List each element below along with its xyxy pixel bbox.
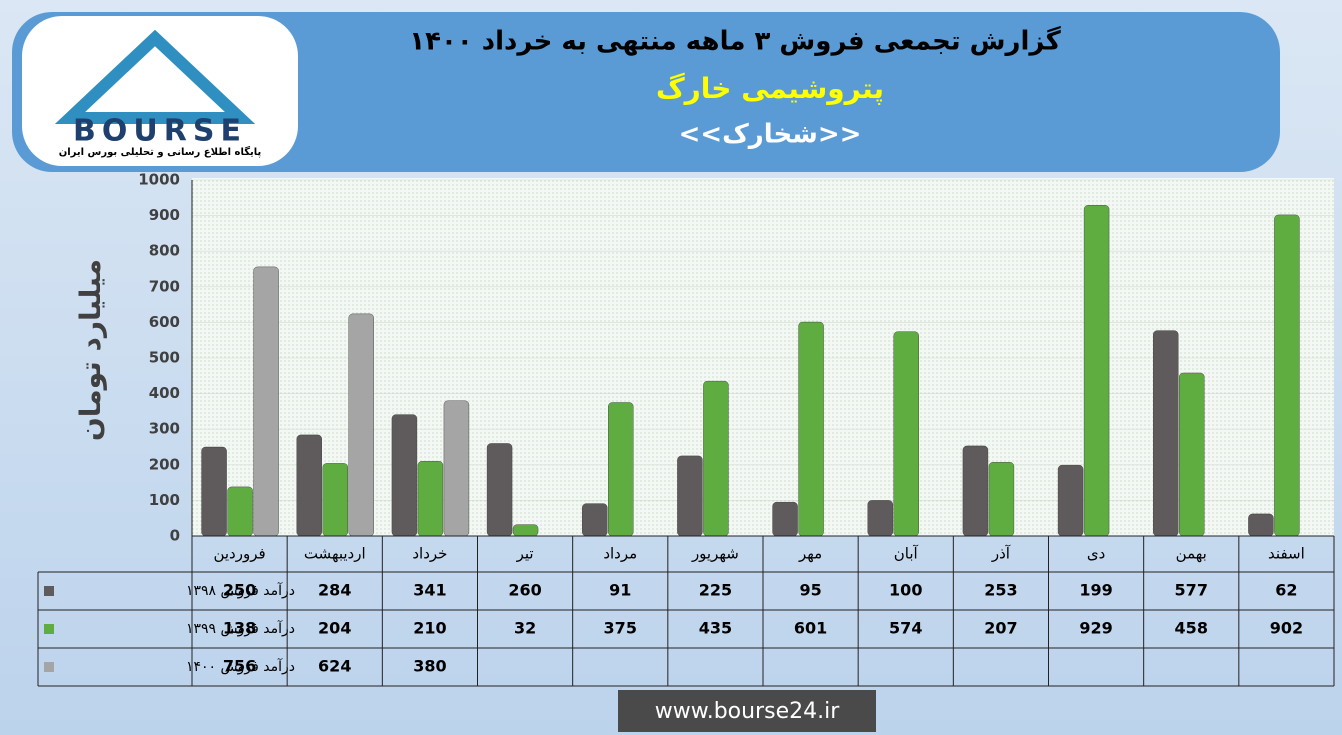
bar <box>512 524 539 537</box>
table-value: 375 <box>604 619 637 638</box>
table-value: 253 <box>984 581 1017 600</box>
x-tick-label: اسفند <box>1268 545 1305 563</box>
bar <box>988 462 1015 537</box>
x-tick-label: مهر <box>798 545 822 563</box>
bar <box>486 443 513 537</box>
x-tick-label: فروردین <box>213 545 265 563</box>
bar <box>703 380 729 537</box>
chart-symbol: <<شخارک>> <box>679 120 862 150</box>
table-value: 577 <box>1175 581 1208 600</box>
y-tick-label: 300 <box>149 420 180 438</box>
y-axis-title: میلیارد تومان <box>74 259 107 441</box>
bar <box>227 486 253 537</box>
table-value: 574 <box>889 619 922 638</box>
x-tick-label: دی <box>1087 545 1105 563</box>
bar <box>1153 330 1179 537</box>
table-value: 62 <box>1275 581 1297 600</box>
table-value: 100 <box>889 581 922 600</box>
logo-box <box>22 16 298 166</box>
table-value: 32 <box>514 619 536 638</box>
bar <box>1179 372 1205 537</box>
logo-shape <box>54 29 256 124</box>
y-tick-label: 0 <box>170 527 180 545</box>
bar <box>443 400 470 537</box>
x-tick-label: خرداد <box>412 545 447 563</box>
y-tick-label: 900 <box>149 206 180 224</box>
table-value: 204 <box>318 619 351 638</box>
y-tick-label: 500 <box>149 349 180 367</box>
table-value: 601 <box>794 619 827 638</box>
table-value: 458 <box>1175 619 1208 638</box>
footer-box <box>618 690 876 732</box>
legend-swatch <box>44 662 54 672</box>
x-tick-label: آبان <box>894 545 919 563</box>
bar <box>772 501 798 537</box>
y-tick-label: 1000 <box>138 171 180 189</box>
x-tick-label: مرداد <box>603 545 637 563</box>
bar <box>962 445 989 537</box>
table-value: 284 <box>318 581 351 600</box>
x-tick-label: شهریور <box>691 545 739 563</box>
y-tick-label: 200 <box>149 455 180 473</box>
legend-label: درآمد فروش ۱۳۹۸ <box>186 582 295 599</box>
table-value: 929 <box>1079 619 1112 638</box>
bar <box>253 266 279 537</box>
bar <box>608 402 634 537</box>
x-tick-label: بهمن <box>1176 545 1207 563</box>
header-band <box>12 12 1280 172</box>
y-tick-label: 700 <box>149 277 180 295</box>
bar <box>322 463 348 537</box>
chart-title: گزارش تجمعی فروش ۳ ماهه منتهی به خرداد ۱… <box>409 26 1061 57</box>
x-tick-label: اردیبهشت <box>304 545 366 563</box>
chart-subtitle: پتروشیمی خارگ <box>656 72 884 105</box>
bar <box>677 455 703 537</box>
bar <box>391 414 418 537</box>
bar <box>348 313 374 537</box>
table-value: 260 <box>508 581 541 600</box>
bar <box>582 503 608 537</box>
logo-subtitle: پایگاه اطلاع رسانی و تحلیلی بورس ایران <box>59 145 262 158</box>
x-tick-label: تیر <box>516 545 534 563</box>
bar <box>1083 205 1110 537</box>
table-value: 250 <box>223 581 256 600</box>
table-value: 380 <box>413 657 446 676</box>
bar <box>417 461 444 537</box>
table-value: 207 <box>984 619 1017 638</box>
table-value: 138 <box>223 619 256 638</box>
bar <box>296 434 322 537</box>
table-value: 225 <box>699 581 732 600</box>
bar <box>1248 513 1274 537</box>
legend-swatch <box>44 624 54 634</box>
table-value: 341 <box>413 581 446 600</box>
table-value: 624 <box>318 657 351 676</box>
bar <box>201 446 227 537</box>
table-value: 91 <box>609 581 631 600</box>
bar <box>867 500 893 537</box>
table-value: 902 <box>1270 619 1303 638</box>
y-tick-label: 600 <box>149 313 180 331</box>
legend-label: درآمد فروش ۱۴۰۰ <box>186 658 295 675</box>
footer-url: www.bourse24.ir <box>655 699 840 724</box>
plot-area <box>192 178 1334 536</box>
y-tick-label: 100 <box>149 491 180 509</box>
legend-label: درآمد فروش ۱۳۹۹ <box>186 620 295 637</box>
table-value: 210 <box>413 619 446 638</box>
table-value: 435 <box>699 619 732 638</box>
bar <box>893 331 919 537</box>
logo-text: BOURSE <box>73 114 247 149</box>
chart-layer: 0 100 200 300 400 500 600 700 800 900 1000 فروردین 2… <box>37 171 1335 687</box>
bar <box>798 321 824 537</box>
y-tick-label: 800 <box>149 242 180 260</box>
legend-swatch <box>44 586 54 596</box>
x-tick-label: آذر <box>991 545 1011 563</box>
table-value: 199 <box>1079 581 1112 600</box>
bar <box>1274 214 1300 537</box>
table-value: 95 <box>799 581 821 600</box>
table-value: 756 <box>223 657 256 676</box>
y-tick-label: 400 <box>149 384 180 402</box>
bar <box>1057 464 1084 537</box>
